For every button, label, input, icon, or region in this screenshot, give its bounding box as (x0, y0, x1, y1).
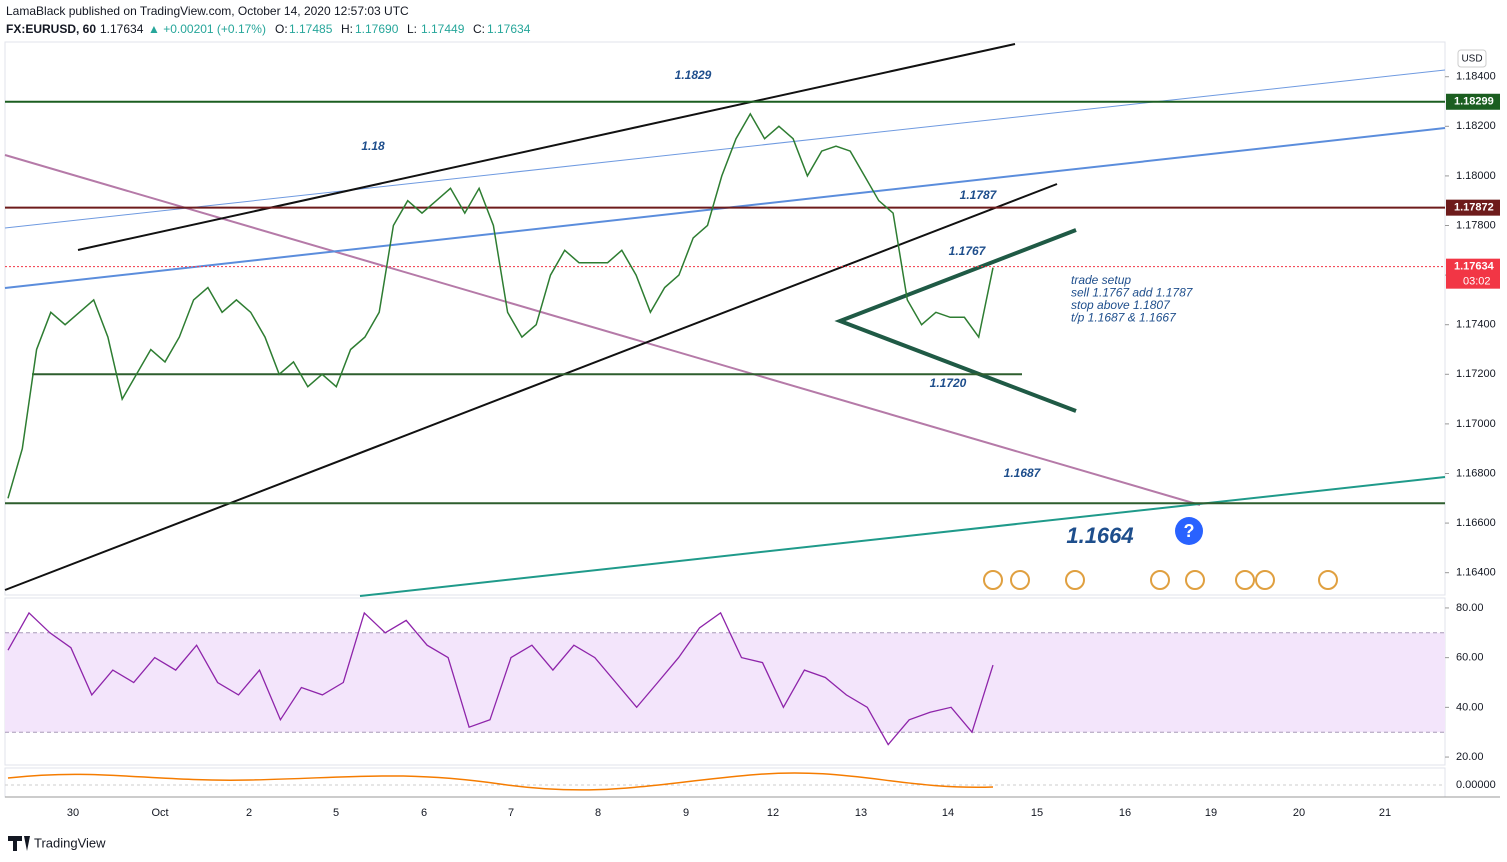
price-label-box (1446, 258, 1500, 289)
price-tick-label: 1.17800 (1456, 219, 1496, 231)
date-label: 14 (942, 807, 954, 819)
annotation: 1.1687 (1004, 466, 1042, 480)
date-label: Oct (151, 807, 168, 819)
price-label: 1.18299 (1454, 96, 1494, 108)
date-label: 2 (246, 807, 252, 819)
price-tick-label: 1.17000 (1456, 418, 1496, 430)
ohlc-value: 1.17634 (487, 22, 531, 36)
annotation: 1.1720 (930, 376, 967, 390)
ohlc: O: 1.17485 H: 1.17690 L: 1.17449 C: 1.17634 (275, 22, 531, 36)
currency-box (1457, 49, 1487, 68)
trend-line (4, 69, 1446, 229)
symbol: FX:EURUSD, 60 (6, 22, 96, 36)
annotation: 1.18 (361, 139, 385, 153)
rsi-tick-label: 20.00 (1456, 751, 1484, 763)
ohlc-label: C: (473, 22, 485, 36)
trade-setup: trade setup (1071, 273, 1131, 287)
ohlc-value: 1.17449 (421, 22, 465, 36)
price-tick-label: 1.18000 (1456, 170, 1496, 182)
price-tick-label: 1.16400 (1456, 567, 1496, 579)
event-icon[interactable] (1255, 570, 1275, 590)
date-label: 9 (683, 807, 689, 819)
date-label: 8 (595, 807, 601, 819)
rsi-band (5, 632, 1445, 733)
date-label: 19 (1205, 807, 1217, 819)
price-timer: 03:02 (1463, 276, 1491, 288)
main-pane (4, 41, 1446, 596)
date-label: 13 (855, 807, 867, 819)
price-tick-label: 1.17200 (1456, 368, 1496, 380)
ohlc-label: L: (407, 22, 417, 36)
trade-setup: sell 1.1767 add 1.1787 (1071, 286, 1194, 300)
annotation: 1.1664 (1066, 523, 1133, 548)
ohlc-value: 1.17690 (355, 22, 399, 36)
annotation: 1.1767 (949, 244, 987, 258)
date-label: 6 (421, 807, 427, 819)
price-tick-label: 1.16800 (1456, 467, 1496, 479)
wedge (834, 228, 1077, 413)
event-icon[interactable] (1010, 570, 1030, 590)
event-icon[interactable] (1150, 570, 1170, 590)
date-label: 21 (1379, 807, 1391, 819)
date-label: 5 (333, 807, 339, 819)
date-label: 7 (508, 807, 514, 819)
help-icon[interactable] (1175, 517, 1203, 545)
ohlc-value: 1.17485 (289, 22, 333, 36)
channel-line (4, 183, 1058, 591)
channel-line (77, 43, 1016, 251)
date-label: 30 (67, 807, 79, 819)
event-icon[interactable] (983, 570, 1003, 590)
event-icons (983, 570, 1338, 590)
trade-setup: stop above 1.1807 (1071, 298, 1171, 312)
date-label: 20 (1293, 807, 1305, 819)
macd-tick-label: 0.00000 (1456, 779, 1496, 791)
annotation: 1.1829 (675, 68, 712, 82)
price-label-box (1446, 93, 1500, 110)
drawings (4, 43, 1446, 597)
price-tick-label: 1.18200 (1456, 120, 1496, 132)
rsi-tick-label: 40.00 (1456, 701, 1484, 713)
event-icon[interactable] (1065, 570, 1085, 590)
price-line (7, 112, 994, 499)
publisher: LamaBlack published on TradingView.com, … (6, 4, 409, 18)
date-label: 12 (767, 807, 779, 819)
event-icon[interactable] (1318, 570, 1338, 590)
price-tick-label: 1.16600 (1456, 517, 1496, 529)
macd-line (7, 772, 994, 791)
trend-line (4, 154, 1201, 506)
rsi-line (7, 611, 994, 746)
trade-setup: t/p 1.1687 & 1.1667 (1071, 311, 1177, 325)
logo (8, 836, 30, 851)
price-label: 1.17872 (1454, 202, 1494, 214)
price-tick-label: 1.17400 (1456, 319, 1496, 331)
annotation: 1.1787 (960, 188, 998, 202)
currency: USD (1461, 54, 1482, 65)
price-tick-label: 1.18400 (1456, 71, 1496, 83)
change: ▲ +0.00201 (+0.17%) (148, 22, 266, 36)
trend-line (359, 476, 1446, 597)
rsi-tick-label: 80.00 (1456, 602, 1484, 614)
help-icon-glyph: ? (1184, 521, 1195, 541)
date-label: 16 (1119, 807, 1131, 819)
date-label: 15 (1031, 807, 1043, 819)
last-price: 1.17634 (100, 22, 144, 36)
event-icon[interactable] (1185, 570, 1205, 590)
price-label: 1.17634 (1454, 261, 1495, 273)
event-icon[interactable] (1235, 570, 1255, 590)
ohlc-label: H: (341, 22, 353, 36)
price-label-box (1446, 199, 1500, 216)
rsi-tick-label: 60.00 (1456, 652, 1484, 664)
ohlc-label: O: (275, 22, 288, 36)
footer: TradingView (34, 835, 106, 850)
